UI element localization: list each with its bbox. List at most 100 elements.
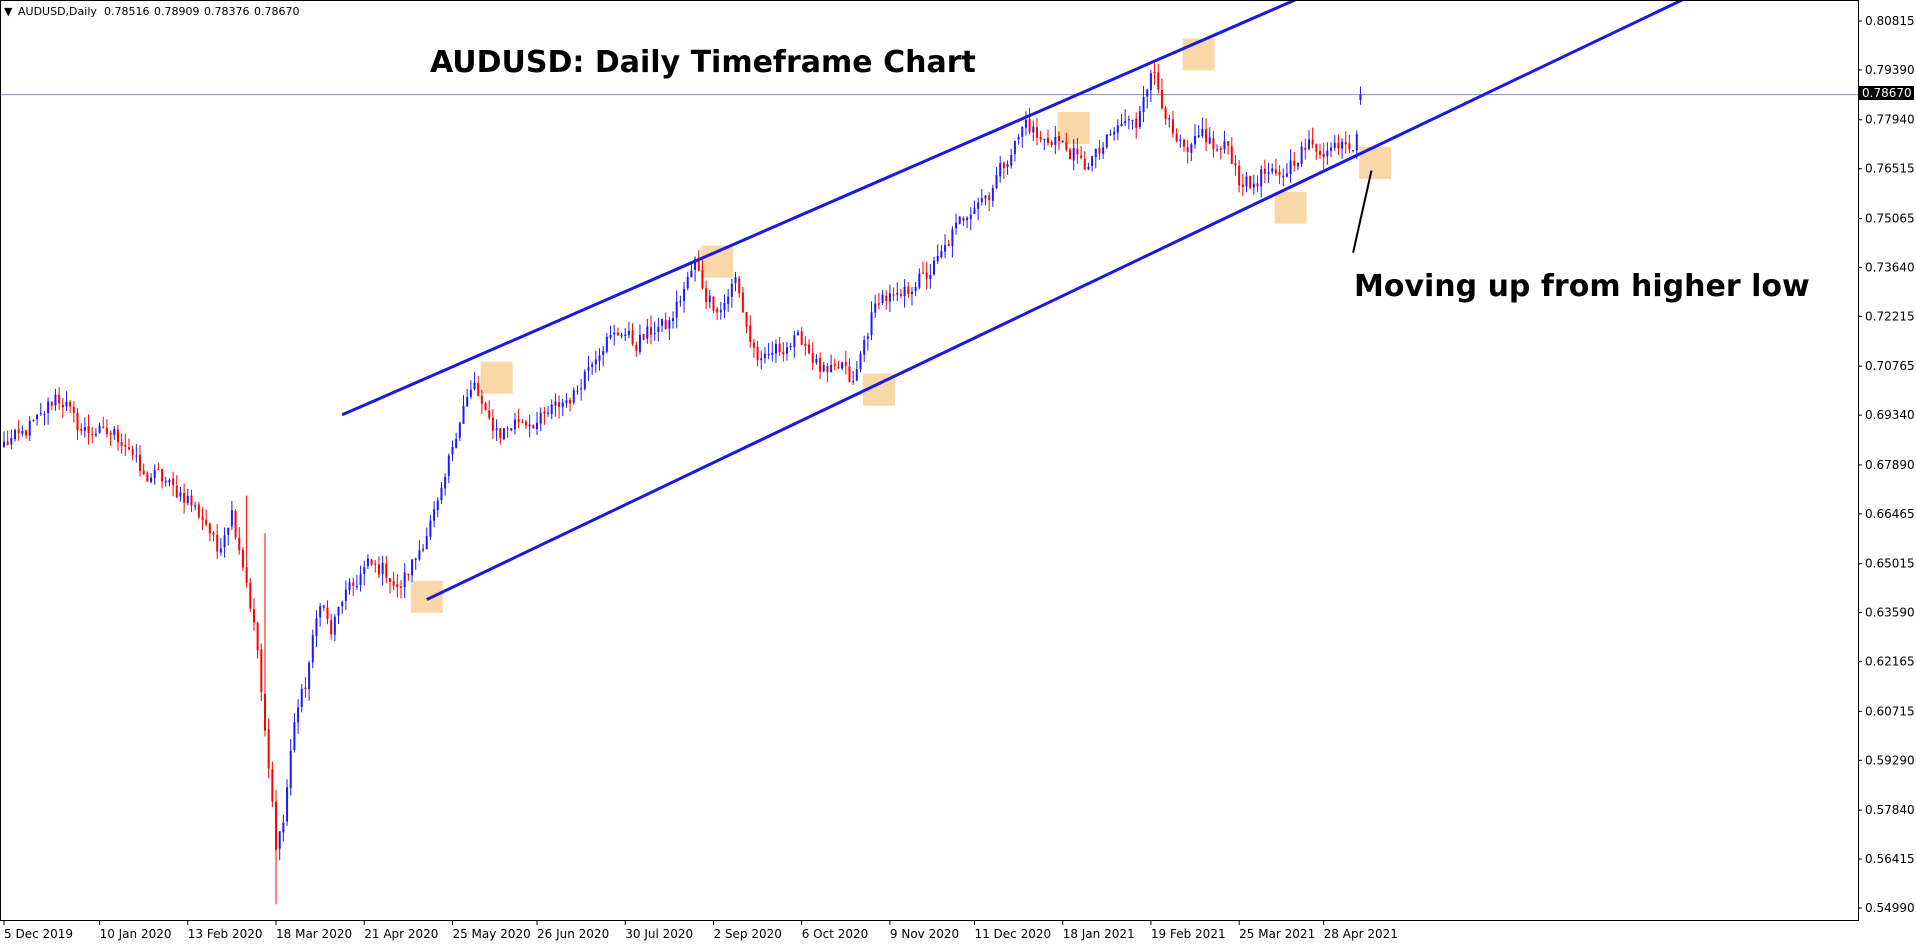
candle (944, 234, 947, 258)
candle-body (36, 414, 39, 420)
candle-body (469, 389, 472, 397)
candle-body (1205, 129, 1208, 143)
candle-body (969, 214, 972, 220)
candle (569, 397, 572, 412)
candle (583, 369, 586, 391)
candle-body (120, 442, 123, 446)
candle-body (1289, 160, 1292, 175)
candle (863, 335, 866, 363)
candle (524, 419, 527, 429)
candle-body (870, 312, 873, 335)
candle-body (749, 325, 752, 342)
candle-body (922, 272, 924, 274)
candle (322, 604, 325, 612)
candle (289, 738, 292, 796)
candle-body (517, 419, 520, 423)
candle-body (153, 469, 156, 478)
candle-body (694, 258, 697, 270)
candle-body (385, 563, 388, 578)
candle (1326, 142, 1329, 165)
candle (282, 814, 285, 842)
candle (771, 341, 774, 362)
candle (1311, 127, 1314, 149)
candle (631, 323, 634, 347)
candle (275, 789, 278, 905)
candle-body (907, 286, 910, 295)
candle (1315, 143, 1318, 160)
candle-body (605, 336, 608, 352)
candle (1252, 174, 1255, 195)
candle-body (175, 485, 178, 498)
candle-body (403, 572, 406, 588)
candle-body (293, 721, 296, 750)
candle (892, 287, 895, 302)
candle (675, 290, 678, 329)
candle (87, 414, 90, 445)
candle-body (241, 549, 244, 568)
candle-body (455, 439, 458, 449)
candle-body (866, 336, 869, 339)
y-tick-label: 0.65015 (1865, 557, 1915, 571)
candle-body (683, 289, 686, 301)
candle (664, 312, 667, 330)
candle-body (1355, 134, 1358, 151)
candle (572, 387, 575, 405)
candle-body (1120, 124, 1123, 127)
candle-body (87, 425, 90, 434)
collapse-arrow-icon[interactable]: ▼ (4, 5, 13, 18)
candle-body (903, 286, 906, 297)
candle (815, 353, 818, 365)
candle (763, 347, 766, 364)
candle-body (591, 364, 594, 367)
candle-body (991, 187, 994, 201)
candle (76, 408, 79, 441)
candle (1135, 112, 1138, 139)
candle (98, 422, 101, 434)
highlight-zone (1182, 38, 1215, 71)
candle-body (657, 326, 660, 333)
candle-body (396, 584, 399, 587)
candle (888, 284, 891, 313)
candle-body (947, 244, 950, 246)
candle (561, 398, 564, 417)
open-value: 0.78516 (104, 5, 150, 18)
candle (65, 391, 68, 411)
candle-body (616, 332, 619, 336)
candle-body (208, 523, 211, 534)
candle (951, 226, 954, 258)
candle (605, 333, 608, 354)
candle-body (738, 278, 741, 294)
candle (212, 531, 215, 542)
candle (543, 406, 546, 425)
candle-body (142, 470, 145, 475)
candle-body (256, 622, 259, 651)
candle-body (400, 586, 403, 588)
candle-body (554, 401, 557, 406)
candle (822, 361, 825, 373)
candle-body (300, 688, 303, 708)
candle (14, 428, 17, 442)
x-tick-label: 26 Jun 2020 (537, 927, 609, 941)
candle (436, 497, 439, 518)
candle-body (1315, 144, 1318, 152)
candle (127, 438, 130, 451)
candle-body (705, 288, 708, 302)
candle (1043, 138, 1046, 151)
candle (473, 372, 476, 391)
candle-body (808, 344, 811, 354)
candle (179, 487, 182, 502)
candle (977, 197, 980, 221)
candle-body (1116, 125, 1119, 133)
candle (1146, 88, 1149, 109)
candle (547, 406, 550, 417)
candle (377, 556, 380, 579)
candle (1013, 140, 1016, 162)
candle (363, 560, 366, 586)
highlight-zone (410, 580, 443, 613)
candle-body (1039, 136, 1042, 140)
candle-body (1135, 118, 1138, 128)
candle (708, 290, 711, 309)
candle (1293, 151, 1296, 172)
candle-body (734, 277, 737, 284)
